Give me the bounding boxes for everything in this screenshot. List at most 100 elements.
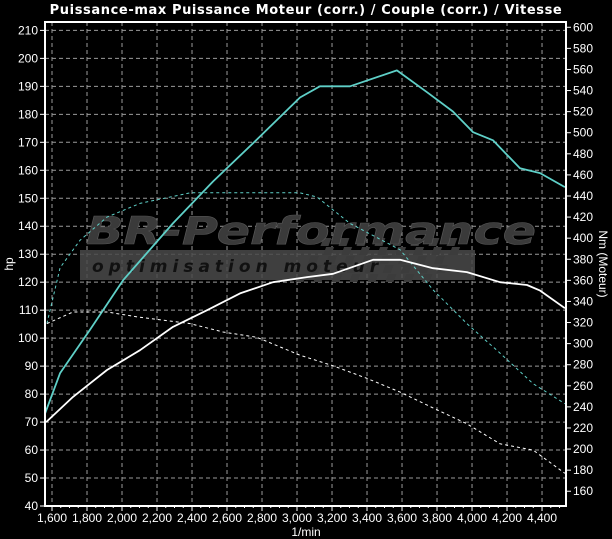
watermark-logo: BR-Performance optimisation moteur [80, 209, 536, 282]
checker-square [431, 247, 443, 255]
checker-square [307, 256, 319, 264]
x-tick-label: 3,800 [422, 511, 452, 525]
y-left-tick-label: 40 [25, 499, 39, 513]
y-right-tick-label: 560 [573, 62, 593, 76]
y-left-tick-label: 90 [25, 359, 39, 373]
y-right-tick-label: 160 [573, 484, 593, 498]
y-right-tick-label: 500 [573, 126, 593, 140]
checker-square [392, 238, 404, 246]
y-left-tick-label: 170 [18, 135, 38, 149]
x-tick-label: 2,000 [107, 511, 137, 525]
y-right-tick-label: 220 [573, 421, 593, 435]
y-left-tick-label: 80 [25, 387, 39, 401]
y-left-tick-label: 70 [25, 415, 39, 429]
y-right-tick-label: 240 [573, 400, 593, 414]
checker-square [310, 265, 322, 273]
y-right-tick-label: 260 [573, 379, 593, 393]
logo-tagline: optimisation moteur [92, 257, 383, 277]
checkered-flag-icon [295, 238, 461, 282]
checker-square [343, 256, 355, 264]
y-left-tick-label: 200 [18, 51, 38, 65]
checker-square [331, 274, 343, 282]
y-right-tick-label: 520 [573, 105, 593, 119]
x-tick-label: 1,600 [37, 511, 67, 525]
y-left-tick-label: 130 [18, 247, 38, 261]
y-right-tick-label: 400 [573, 231, 593, 245]
y-left-tick-label: 60 [25, 443, 39, 457]
y-right-tick-label: 420 [573, 210, 593, 224]
x-tick-label: 1,800 [72, 511, 102, 525]
checker-square [374, 238, 386, 246]
checker-square [359, 247, 371, 255]
x-tick-label: 3,400 [352, 511, 382, 525]
checker-square [449, 247, 461, 255]
y-left-tick-label: 190 [18, 79, 38, 93]
y-left-tick-label: 140 [18, 219, 38, 233]
y-right-tick-label: 300 [573, 337, 593, 351]
plot-frame [44, 21, 567, 507]
y-right-tick-label: 540 [573, 84, 593, 98]
y-right-tick-label: 480 [573, 147, 593, 161]
y-left-tick-label: 50 [25, 471, 39, 485]
x-tick-label: 3,600 [387, 511, 417, 525]
power-stock-line [45, 258, 566, 423]
y-left-tick-label: 180 [18, 107, 38, 121]
checker-square [400, 265, 412, 273]
checker-square [385, 274, 397, 282]
torque-tuned-line [46, 192, 566, 405]
axes: 1,600 1,800 2,000 2,200 2,400 2,600 2,800 3,000… [18, 20, 593, 525]
y-right-tick-label: 340 [573, 294, 593, 308]
checker-square [446, 238, 458, 246]
y-right-tick-label: 600 [573, 20, 593, 34]
checker-square [328, 265, 340, 273]
y-axis-right-label: Nm (Moteur) [596, 230, 610, 297]
y-left-tick-label: 150 [18, 191, 38, 205]
y-right-tick-label: 280 [573, 358, 593, 372]
x-tick-label: 2,400 [177, 511, 207, 525]
logo-brand: BR-Performance [86, 209, 536, 253]
checker-square [410, 238, 422, 246]
checker-square [325, 256, 337, 264]
x-tick-label: 4,000 [457, 511, 487, 525]
x-tick-label: 2,600 [212, 511, 242, 525]
y-right-tick-label: 440 [573, 189, 593, 203]
y-right-tick-label: 320 [573, 316, 593, 330]
checker-square [403, 274, 415, 282]
checker-square [349, 274, 361, 282]
y-left-tick-label: 110 [19, 303, 38, 317]
y-left-tick-label: 160 [18, 163, 38, 177]
x-tick-label: 4,400 [527, 511, 557, 525]
checker-square [338, 238, 350, 246]
y-right-tick-label: 200 [573, 442, 593, 456]
y-right-tick-label: 380 [573, 252, 593, 266]
x-tick-label: 3,000 [282, 511, 312, 525]
checker-square [341, 247, 353, 255]
checker-square [382, 265, 394, 273]
y-left-tick-label: 100 [18, 331, 38, 345]
y-right-tick-label: 360 [573, 273, 593, 287]
checker-square [364, 265, 376, 273]
y-left-tick-label: 210 [18, 23, 38, 37]
checker-square [428, 238, 440, 246]
power-tuned-line [44, 69, 566, 415]
y-axis-left-label: hp [2, 257, 16, 271]
y-right-tick-label: 460 [573, 168, 593, 182]
y-right-tick-label: 180 [573, 463, 593, 477]
chart-title: Puissance-max Puissance Moteur (corr.) /… [50, 3, 563, 18]
checker-square [320, 238, 332, 246]
checker-square [367, 274, 379, 282]
checker-square [356, 238, 368, 246]
checker-square [415, 256, 427, 264]
x-tick-label: 2,200 [142, 511, 172, 525]
checker-square [377, 247, 389, 255]
series-group [44, 69, 566, 474]
checker-square [323, 247, 335, 255]
y-right-tick-label: 580 [573, 41, 593, 55]
checker-square [413, 247, 425, 255]
y-left-tick-label: 120 [18, 275, 38, 289]
torque-stock-line [46, 311, 566, 474]
checker-square [433, 256, 445, 264]
checker-square [421, 274, 433, 282]
x-axis-label: 1/min [291, 525, 320, 539]
